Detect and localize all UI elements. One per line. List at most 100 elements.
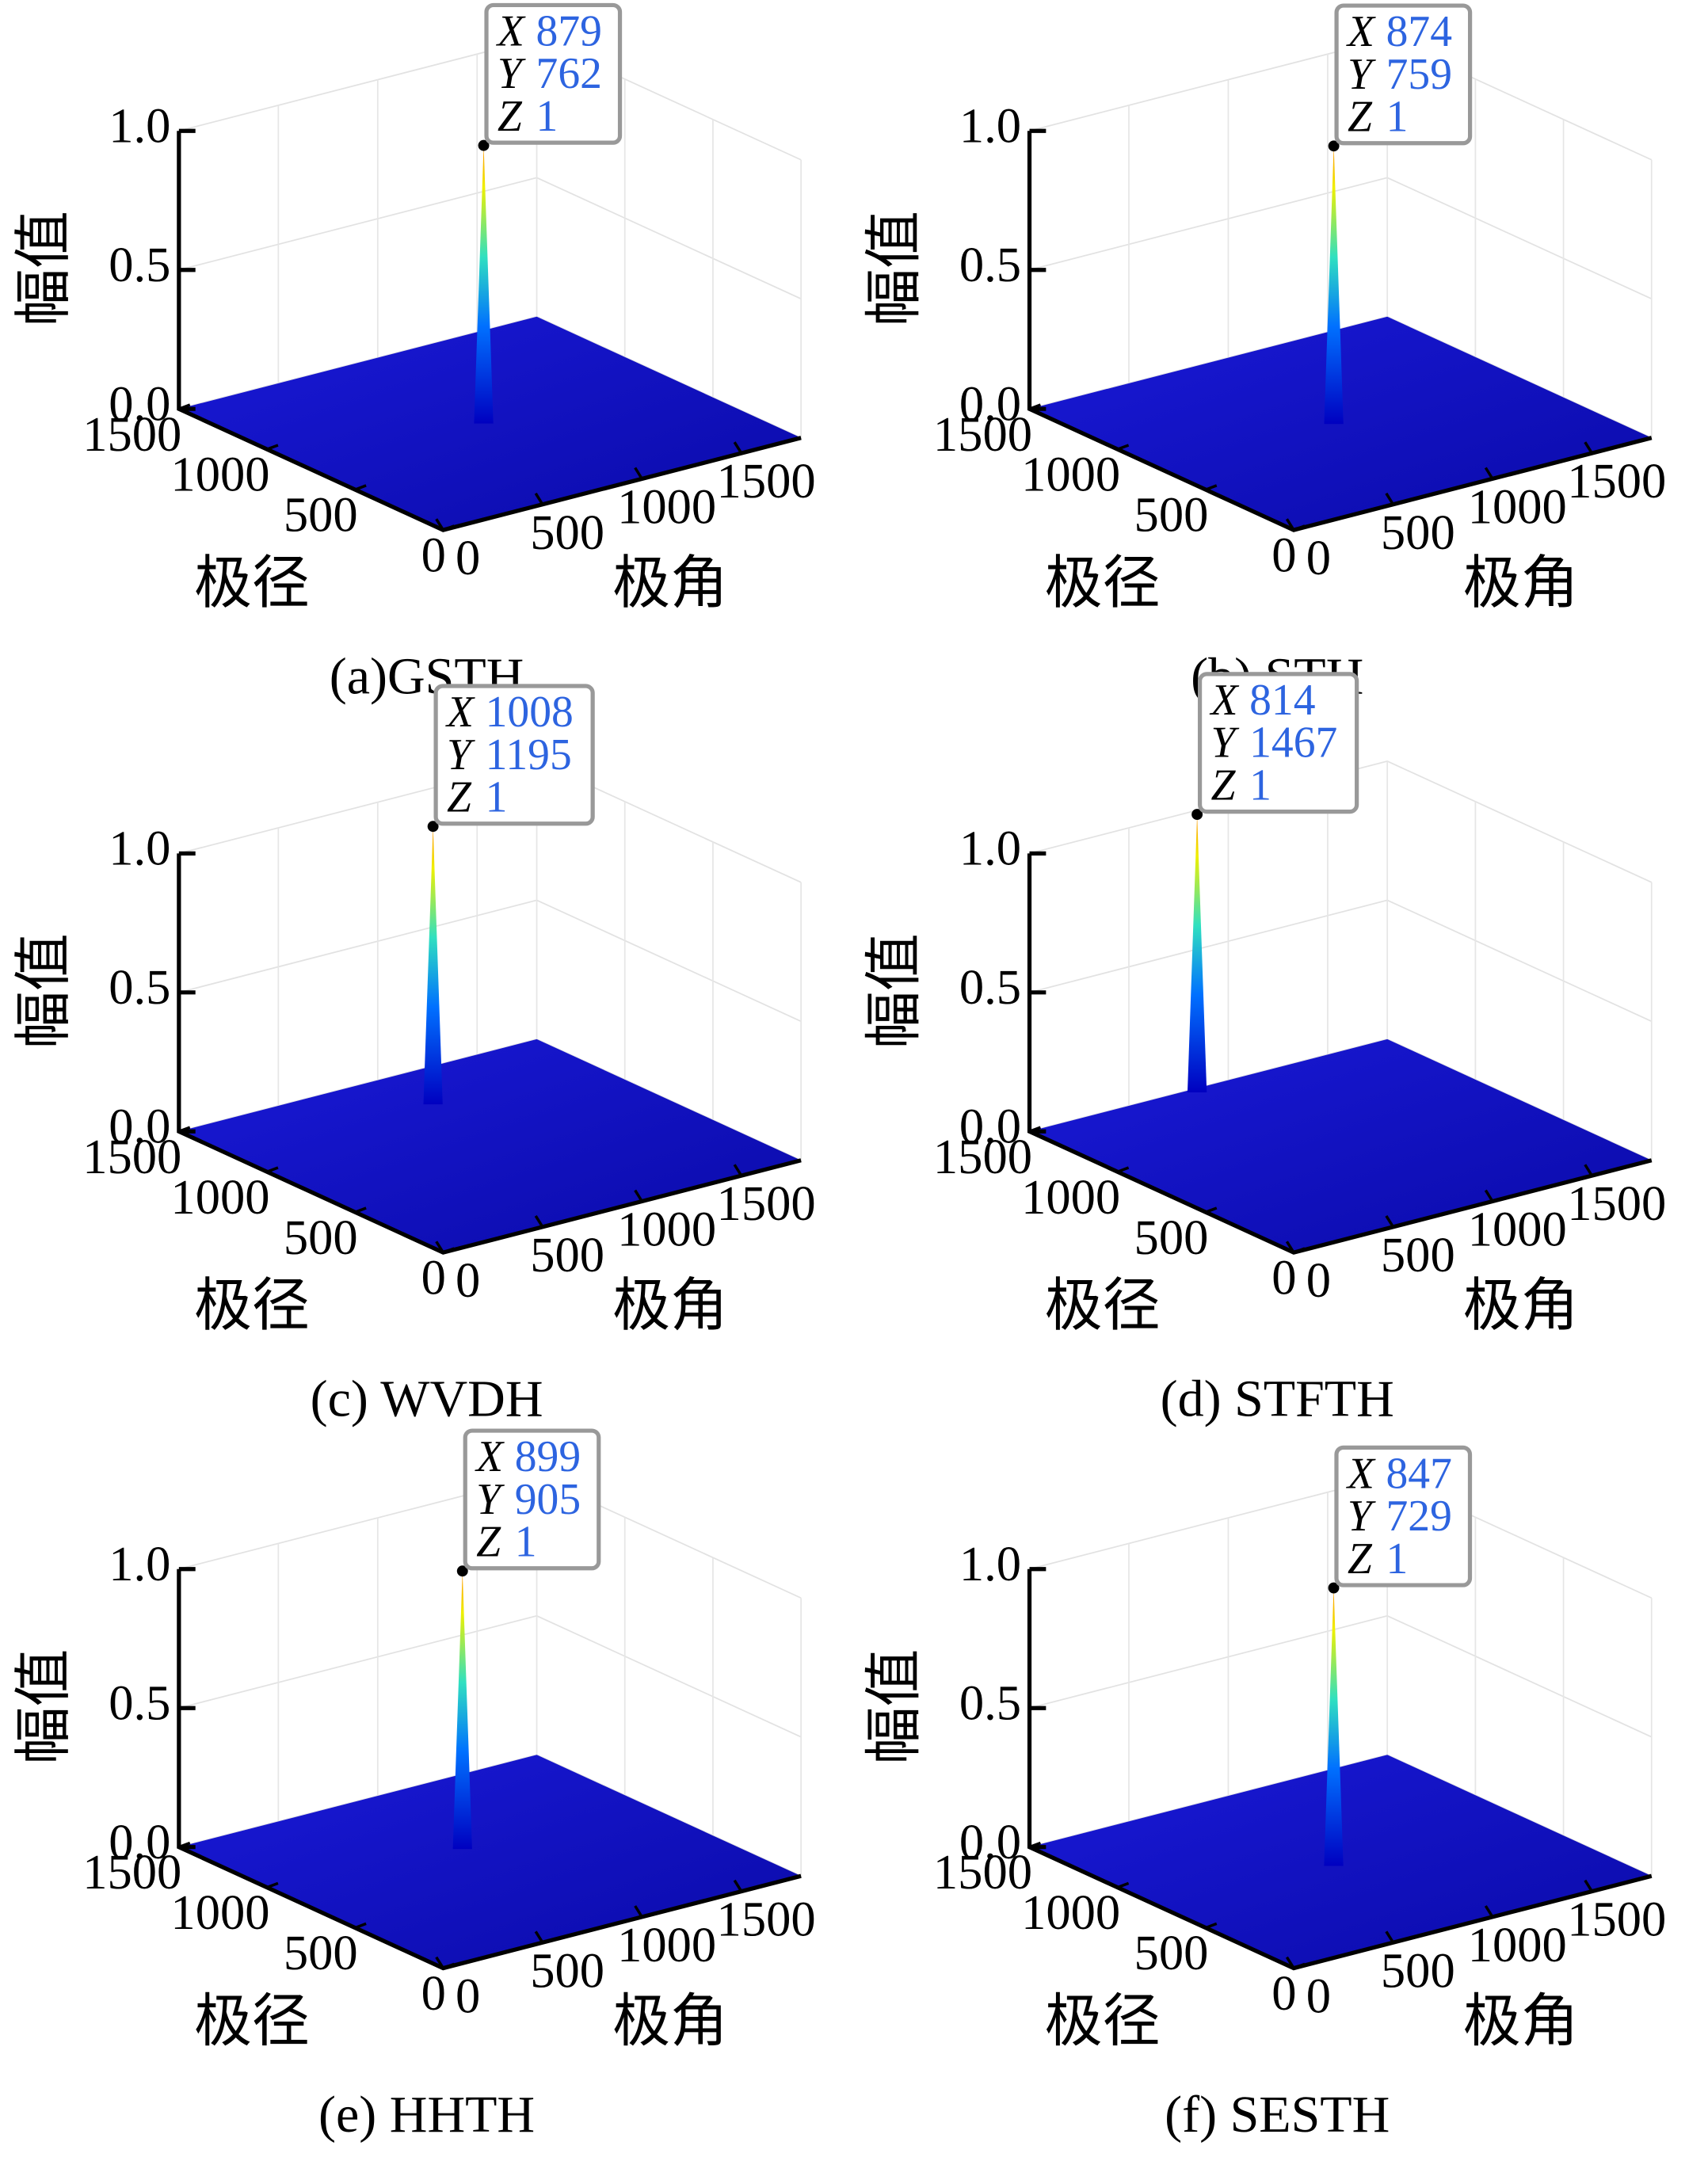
z-tick-label: 0.0 [959,376,1021,432]
y-tick [1205,484,1218,491]
y-tick [1293,524,1306,532]
x-axis-label: 极角 [1463,1274,1579,1338]
datatip-label: X [1346,1449,1376,1498]
y-tick [1028,403,1042,410]
y-tick-label: 1000 [170,447,269,502]
y-tick-label: 0 [421,1250,446,1305]
datatip-label: X [496,6,526,55]
datatip-value: 759 [1386,50,1452,99]
y-tick [442,1962,455,1970]
x-tick-label: 500 [530,1227,604,1282]
y-axis-label: 极径 [1045,1274,1161,1338]
x-tick [634,1905,643,1918]
caption: (c) WVDH [311,1370,543,1427]
datatip-label: Z [1348,1534,1373,1584]
datatip-value: 899 [515,1432,581,1481]
y-tick [266,1881,279,1889]
y-tick [178,1126,191,1133]
x-tick [733,1879,743,1892]
y-axis-label: 极径 [1045,1989,1161,2053]
grid-line [1029,177,1653,299]
caption: (d) STFTH [1161,1370,1394,1427]
datatip-value: 1 [1386,93,1409,142]
y-tick [1117,1881,1130,1889]
chart: 0.00.51.00 500 1000 1500050010001500极角极径幅值X… [862,3,1666,705]
y-axis-label: 极径 [1045,551,1161,616]
z-tick-label: 0.0 [109,1099,170,1154]
datatip-value: 1195 [486,730,572,779]
grid-line [1029,760,1389,1133]
datatip-label: Y [1348,1492,1376,1541]
datatip-label: Z [498,92,523,141]
datatip-value: 905 [515,1475,581,1524]
x-tick-label: 0 [1306,530,1331,585]
z-tick-label: 1.0 [959,821,1021,876]
y-tick [178,403,191,410]
z-axis-label: 幅值 [862,1649,926,1765]
x-tick-label: 1500 [717,1176,816,1231]
grid-line [178,899,802,1023]
x-tick-label: 1500 [1567,1176,1666,1231]
datatip-box [463,1428,601,1571]
x-tick-label: 1000 [617,478,716,534]
x-tick [534,1215,544,1228]
z-tick-label: 1.0 [109,98,170,154]
y-tick-label: 1500 [82,1129,181,1184]
x-tick [733,441,743,454]
z-tick-label: 0.0 [109,1814,170,1869]
grid-line [178,1614,802,1738]
datatip-value: 814 [1249,676,1315,725]
datatip-label: X [1346,7,1376,56]
datatip-label: Y [498,49,526,98]
datatip-box [1197,672,1359,814]
peak-marker [1328,140,1340,152]
surface-peak [423,826,443,1105]
x-tick [1285,518,1295,531]
x-tick [733,1164,743,1177]
datatip-label: Y [447,730,475,779]
peak-marker [478,139,490,151]
y-tick [1293,1962,1306,1970]
x-tick [1584,441,1593,454]
datatip-box [484,2,623,145]
surface-peak [1187,814,1207,1093]
x-tick-label: 500 [530,505,604,560]
y-tick-label: 1500 [82,406,181,462]
x-tick [1285,1241,1295,1254]
x-tick [1484,1905,1494,1918]
datatip-value: 729 [1386,1492,1452,1541]
z-tick-label: 1.0 [109,1536,170,1591]
y-tick [354,1206,367,1214]
z-axis-label: 幅值 [11,1649,75,1765]
y-tick-label: 1000 [1021,1169,1120,1225]
x-tick [1484,1189,1494,1202]
y-tick-label: 500 [284,1925,358,1980]
x-tick [1385,1215,1395,1228]
surface-peak [1324,1587,1344,1866]
y-tick-label: 0 [1271,528,1296,583]
datatip-value: 879 [536,6,602,55]
peak-marker [1328,1582,1340,1594]
caption: (e) HHTH [318,2086,535,2144]
datatip-box [1334,1445,1473,1587]
x-tick-label: 500 [1381,1942,1455,1998]
peak-marker [456,1565,468,1577]
x-tick-label: 0 [456,530,480,585]
datatip-label: Z [447,773,472,822]
y-tick [266,444,279,451]
y-tick-label: 0 [1271,1965,1296,2021]
surface-peak [452,1571,472,1850]
datatip-value: 762 [536,49,602,98]
y-tick [266,1166,279,1173]
x-axis-label: 极角 [612,1274,728,1338]
peak-marker [1191,809,1203,821]
y-tick [1028,1841,1042,1849]
x-tick [435,518,444,531]
z-tick-label: 1.0 [109,821,170,876]
y-tick-label: 1500 [933,1129,1032,1184]
x-tick [1285,1956,1295,1969]
z-tick-label: 0.0 [959,1099,1021,1154]
z-axis-label: 幅值 [11,211,75,326]
y-tick-label: 1000 [1021,1885,1120,1940]
y-tick [1117,444,1130,451]
